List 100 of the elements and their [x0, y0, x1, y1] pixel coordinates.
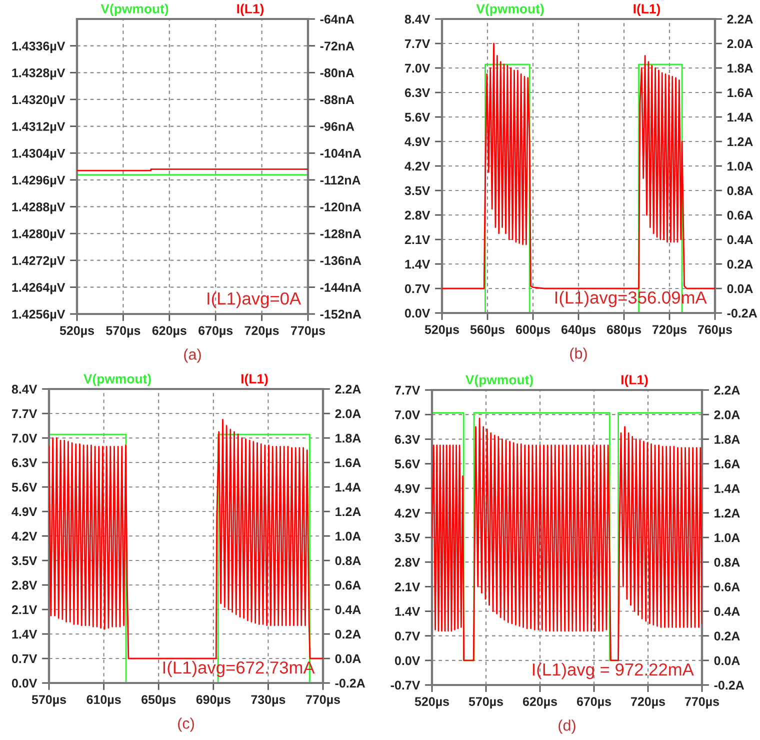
y2-tick-label: -64nA	[320, 14, 354, 24]
y-tick-label: 5.6V	[12, 482, 38, 492]
x-axis-title: (c)	[178, 718, 194, 732]
y2-tick-label: -0.2A	[335, 678, 366, 688]
x-tick-label: 760µs	[698, 325, 732, 336]
y-tick-label: 1.4304µV	[12, 148, 66, 160]
y2-tick-label: 1.0A	[728, 162, 753, 171]
text: I(L1)	[621, 374, 648, 388]
y-tick-label: 0.7V	[404, 284, 430, 294]
x-axis-title: (a)	[184, 348, 201, 363]
x-tick-label: 620µs	[522, 697, 557, 708]
y2-tick-label: -128nA	[320, 229, 362, 238]
y-tick-label: 2.1V	[12, 605, 38, 614]
y2-tick-label: 2.2A	[727, 14, 753, 24]
y-tick-label: 0.0V	[12, 678, 38, 688]
y2-tick-label: 0.2A	[335, 630, 361, 639]
y2-tick-label: -104nA	[320, 148, 362, 158]
x-tick-label: 560µs	[470, 325, 504, 336]
y2-tick-label: 0.8A	[727, 186, 753, 196]
series-label: V(pwmout)	[466, 374, 533, 388]
x-tick-label: 570µs	[106, 326, 140, 338]
y2-tick-label: 1.8A	[336, 434, 361, 443]
text: I(L1)	[634, 4, 660, 16]
y-tick-label: 6.3V	[12, 458, 38, 468]
y-tick-label: 1.4288µV	[12, 202, 66, 214]
y2-tick-label: 1.4A	[336, 482, 361, 492]
y-tick-label: -0.7V	[390, 680, 420, 690]
y-tick-label: 7.7V	[405, 39, 430, 48]
y-tick-label: 5.6V	[394, 460, 420, 468]
y-tick-label: 0.0V	[394, 656, 420, 666]
y2-tick-label: 1.2A	[336, 507, 361, 516]
y2-tick-label: -72nA	[320, 42, 354, 50]
y-tick-label: 2.8V	[12, 580, 38, 590]
text: V(pwmout)	[476, 4, 544, 16]
y2-tick-label: -112nA	[320, 176, 360, 184]
x-tick-label: 520µs	[424, 325, 459, 336]
y-tick-label: 8.4V	[12, 384, 38, 394]
y2-tick-label: 0.0A	[727, 284, 753, 294]
y2-tick-label: 1.8A	[728, 64, 753, 73]
x-tick-label: 570µs	[468, 697, 503, 708]
y-tick-label: 7.7V	[12, 409, 38, 418]
y-tick-label: 2.1V	[404, 235, 430, 244]
y-tick-label: 3.5V	[12, 556, 38, 566]
x-tick-label: 770µs	[685, 697, 719, 708]
y-tick-label: 2.8V	[404, 210, 430, 220]
y-tick-label: 6.3V	[394, 434, 420, 444]
x-tick-label: 690µs	[196, 695, 230, 706]
y2-tick-label: 1.2A	[714, 508, 740, 518]
x-axis-title: (b)	[570, 348, 587, 362]
x-tick-label: 680µs	[606, 325, 641, 336]
x-tick-label: 770µs	[306, 695, 340, 706]
x-tick-label: 600µs	[516, 325, 550, 336]
y-tick-label: 1.4312µV	[12, 122, 66, 134]
y2-tick-label: -0.2A	[727, 308, 758, 318]
x-tick-label: 520µs	[414, 697, 449, 708]
y2-tick-label: 1.6A	[336, 458, 361, 468]
y-tick-label: 2.1V	[394, 582, 420, 592]
y2-tick-label: -0.2A	[714, 680, 744, 690]
annotation: I(L1)avg = 972.22mA	[532, 662, 694, 680]
y-tick-label: 4.9V	[404, 137, 430, 146]
y2-tick-label: 0.0A	[335, 654, 361, 664]
y2-tick-label: -136nA	[320, 256, 362, 266]
y2-tick-label: 0.6A	[727, 210, 753, 220]
y2-tick-label: 1.6A	[714, 460, 740, 468]
y-tick-label: 7.7V	[395, 386, 420, 395]
y-tick-label: 4.2V	[12, 532, 38, 541]
x-tick-label: 770µs	[291, 326, 325, 338]
y2-tick-label: 0.2A	[727, 260, 753, 269]
x-tick-label: 720µs	[244, 326, 279, 338]
y-tick-label: 1.4296µV	[12, 176, 66, 188]
y-tick-label: 0.7V	[12, 654, 38, 664]
text: I(L1)	[241, 374, 268, 386]
y-tick-label: 4.2V	[394, 508, 420, 518]
y2-tick-label: 1.0A	[714, 533, 740, 542]
y-tick-label: 1.4328µV	[12, 68, 66, 80]
y-tick-label: 1.4V	[395, 607, 420, 616]
y-tick-label: 0.7V	[394, 632, 420, 640]
y2-tick-label: 0.4A	[727, 235, 753, 244]
y-tick-label: 1.4264µV	[12, 282, 66, 294]
text: V(pwmout)	[100, 4, 168, 16]
y2-tick-label: 1.4A	[714, 484, 740, 493]
x-tick-label: 670µs	[198, 326, 233, 338]
line-series	[442, 42, 715, 290]
y2-tick-label: 2.0A	[727, 39, 753, 48]
y-tick-label: 0.0V	[404, 308, 430, 318]
y-tick-label: 7.0V	[395, 410, 420, 420]
y2-tick-label: 0.0A	[714, 656, 740, 666]
y-tick-label: 1.4336µV	[12, 42, 66, 53]
y-tick-label: 3.5V	[404, 186, 430, 196]
y2-tick-label: -80nA	[320, 68, 354, 78]
y2-tick-label: -88nA	[320, 95, 354, 104]
y2-tick-label: -144nA	[320, 283, 362, 292]
y2-tick-label: 1.2A	[728, 137, 753, 146]
x-tick-label: 720µs	[631, 697, 665, 708]
text: I(L1)	[237, 4, 264, 16]
y2-tick-label: 1.6A	[728, 88, 753, 98]
y2-tick-label: 2.2A	[335, 384, 361, 394]
y2-tick-label: -120nA	[320, 202, 362, 212]
y-tick-label: 4.9V	[394, 484, 420, 493]
y2-tick-label: 0.8A	[335, 556, 361, 566]
